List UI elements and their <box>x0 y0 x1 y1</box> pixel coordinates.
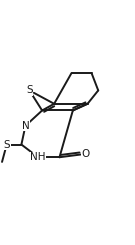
Text: O: O <box>81 149 90 159</box>
Text: N: N <box>22 121 29 131</box>
Text: NH: NH <box>30 152 46 162</box>
Text: S: S <box>26 86 33 96</box>
Text: S: S <box>3 140 10 149</box>
